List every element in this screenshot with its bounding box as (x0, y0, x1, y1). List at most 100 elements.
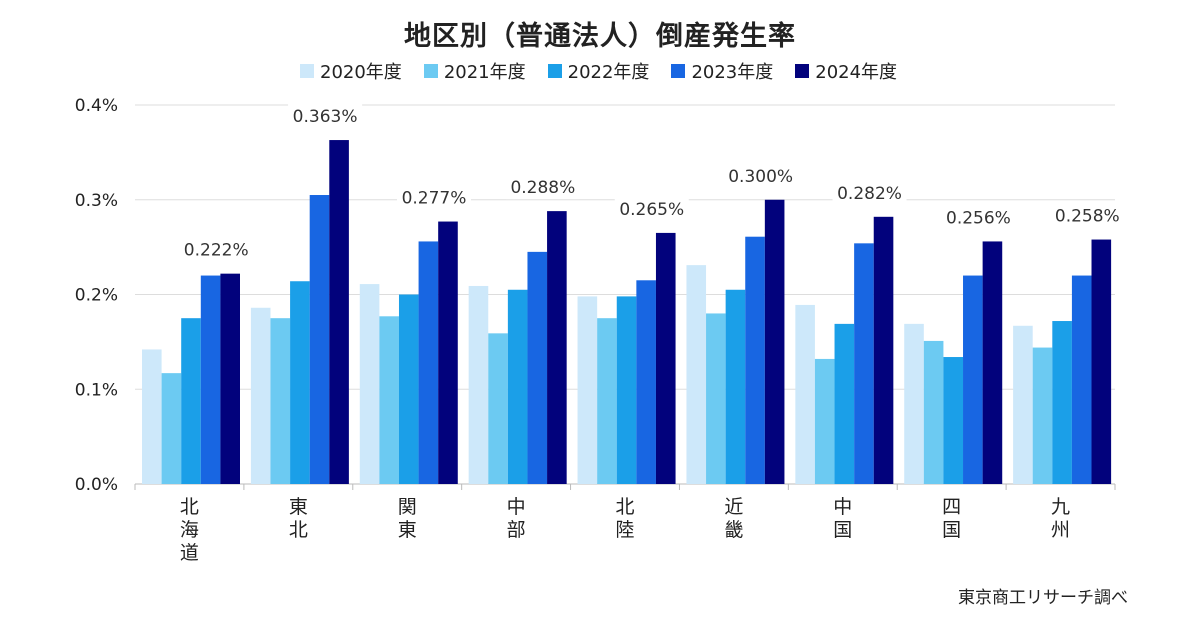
bar (438, 221, 458, 485)
legend-label: 2022年度 (567, 62, 650, 83)
data-label-bg (941, 205, 1016, 230)
category-label-char: 海 (180, 519, 199, 541)
data-label: 0.265% (619, 200, 684, 220)
category-label-char: 四 (942, 496, 961, 518)
bar (527, 251, 548, 484)
legend-swatch (671, 64, 686, 78)
y-tick-label: 0.4% (75, 96, 118, 116)
bar (923, 340, 944, 484)
bar (1052, 321, 1072, 484)
legend-item: 2023年度 (671, 58, 773, 84)
data-label: 0.222% (184, 241, 249, 261)
bar (359, 284, 380, 484)
data-label-bg (614, 196, 689, 221)
legend-item: 2021年度 (423, 58, 526, 84)
legend-swatch (547, 64, 562, 78)
category-label-char: 道 (180, 542, 199, 564)
bar (725, 289, 746, 484)
bar (764, 199, 785, 484)
bar (854, 243, 874, 484)
data-label-bg (832, 180, 907, 205)
data-label: 0.277% (402, 189, 467, 209)
category-label-char: 北 (180, 496, 199, 518)
legend-label: 2020年度 (320, 62, 402, 83)
bar (1032, 347, 1053, 484)
bar (418, 241, 439, 484)
category-label-char: 畿 (724, 519, 743, 541)
bar (270, 318, 291, 484)
y-tick-label: 0.1% (75, 380, 118, 400)
y-tick-label: 0.3% (75, 191, 118, 211)
legend-label: 2021年度 (443, 62, 526, 83)
bar (488, 333, 508, 484)
category-label-char: 国 (833, 519, 852, 541)
data-label: 0.256% (946, 208, 1011, 228)
bar (597, 318, 617, 484)
data-label: 0.363% (293, 107, 358, 127)
data-label-bg (505, 175, 580, 200)
bar (982, 241, 1003, 484)
legend-label: 2023年度 (691, 62, 774, 83)
category-label-char: 中 (507, 496, 526, 518)
category-label-char: 近 (724, 496, 743, 518)
category-label-char: 北 (289, 519, 308, 541)
category-label-char: 東 (289, 496, 308, 518)
bar (507, 289, 528, 484)
legend-swatch (300, 64, 314, 78)
bar (814, 358, 835, 484)
legend: 2020年度 2021年度 2022年度 2023年度 2024年度 (300, 58, 897, 84)
category-label-char: 州 (1051, 519, 1070, 541)
category-label-char: 関 (398, 496, 417, 518)
legend-swatch (795, 64, 810, 78)
data-label-bg (179, 237, 254, 262)
chart-title: 地区別（普通法人）倒産発生率 (404, 21, 796, 52)
data-label-bg (723, 163, 798, 188)
bar (943, 357, 964, 484)
legend-item: 2022年度 (547, 58, 650, 84)
category-label-char: 中 (833, 496, 852, 518)
bar (1091, 239, 1112, 484)
category-label-char: 東 (398, 519, 417, 541)
bar (220, 273, 240, 484)
data-label-bg (1050, 203, 1125, 228)
source-note: 東京商工リサーチ調べ (958, 588, 1128, 608)
bar (398, 294, 419, 484)
bar (904, 323, 924, 484)
bar (963, 275, 983, 484)
bar (834, 323, 855, 484)
y-tick-label: 0.2% (75, 286, 118, 306)
bar (616, 296, 637, 484)
data-label: 0.258% (1055, 207, 1120, 227)
legend-item: 2020年度 (300, 58, 402, 84)
bar (181, 318, 201, 484)
bar (142, 349, 162, 484)
legend-label: 2024年度 (815, 62, 898, 83)
bar (468, 285, 489, 484)
bar (577, 296, 598, 484)
bar (309, 195, 330, 484)
bar (1071, 275, 1092, 484)
bar (795, 304, 815, 484)
bar (547, 211, 567, 484)
category-label-char: 国 (942, 519, 961, 541)
bar (200, 275, 221, 484)
category-label-char: 北 (615, 496, 634, 518)
legend-swatch (423, 64, 438, 78)
bar (873, 216, 894, 484)
bar (161, 373, 182, 484)
bar (329, 140, 349, 484)
bar (250, 307, 271, 484)
data-label: 0.288% (510, 178, 575, 198)
legend-item: 2024年度 (795, 58, 897, 84)
data-label-bg (396, 185, 471, 210)
bar (745, 236, 765, 484)
data-label: 0.282% (837, 184, 902, 204)
bar (686, 265, 707, 484)
bar (655, 232, 676, 484)
data-label-bg (288, 104, 363, 129)
bar (379, 316, 399, 484)
category-label-char: 九 (1051, 496, 1070, 518)
data-label: 0.300% (728, 167, 793, 187)
bar (290, 281, 310, 484)
